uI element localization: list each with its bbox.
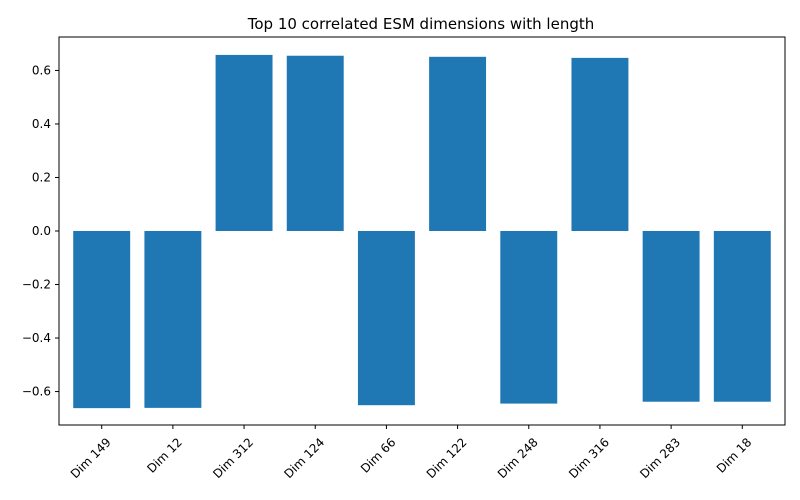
y-tick-label: 0.0: [32, 224, 51, 238]
x-tick-label: Dim 124: [281, 435, 327, 481]
x-tick-label: Dim 66: [358, 435, 399, 476]
y-tick-label: 0.2: [32, 170, 51, 184]
bars-group: [73, 54, 771, 409]
bar-dim-122: [429, 56, 487, 232]
bar-dim-312: [215, 54, 273, 231]
bar-dim-18: [713, 231, 771, 402]
bar-dim-149: [73, 231, 131, 409]
y-tick-label: −0.6: [22, 385, 51, 399]
plot-frame: [58, 36, 786, 426]
x-tick-label: Dim 283: [637, 435, 683, 481]
bar-dim-66: [357, 231, 415, 406]
y-tick-label: 0.4: [32, 117, 51, 131]
x-tick-label: Dim 122: [424, 435, 470, 481]
x-tick-label: Dim 149: [68, 435, 114, 481]
x-tick-label: Dim 312: [210, 435, 256, 481]
x-tick-label: Dim 316: [566, 435, 612, 481]
chart-title: Top 10 correlated ESM dimensions with le…: [247, 15, 595, 33]
bar-dim-248: [500, 231, 558, 404]
bar-dim-124: [286, 55, 344, 231]
bar-dim-316: [571, 57, 629, 232]
bar-dim-12: [144, 231, 202, 408]
x-tick-label: Dim 18: [714, 435, 755, 476]
y-axis: −0.6 −0.4 −0.2 0.0 0.2 0.4 0.6: [22, 63, 59, 399]
y-tick-label: −0.4: [22, 331, 51, 345]
bar-dim-283: [642, 231, 700, 402]
y-tick-label: −0.2: [22, 278, 51, 292]
x-axis: Dim 149 Dim 12 Dim 312 Dim 124 Dim 66 Dim 122…: [68, 425, 755, 481]
x-tick-label: Dim 248: [495, 435, 541, 481]
x-tick-label: Dim 12: [144, 435, 185, 476]
y-tick-label: 0.6: [32, 63, 51, 77]
